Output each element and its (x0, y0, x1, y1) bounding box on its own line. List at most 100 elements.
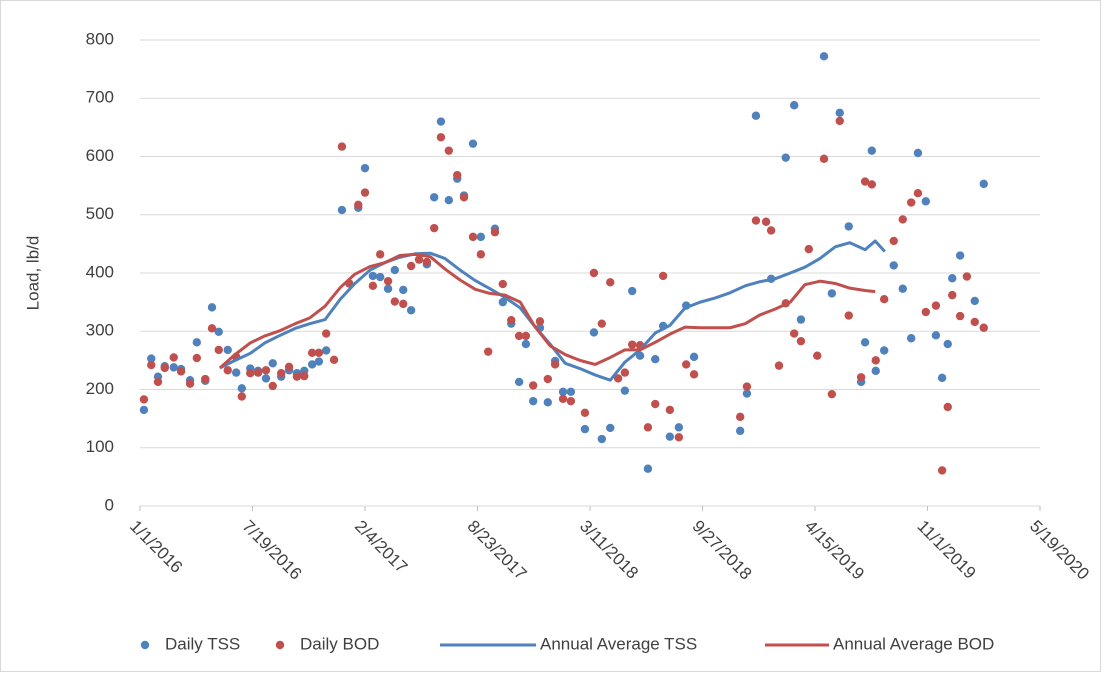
data-point (231, 368, 241, 377)
data-point (931, 301, 941, 310)
data-point (871, 366, 880, 376)
data-point (360, 163, 370, 173)
y-tick-label: 0 (105, 495, 114, 514)
data-point (620, 368, 630, 377)
series-line (219, 239, 886, 382)
data-point (468, 232, 478, 242)
data-point (796, 336, 806, 346)
legend-label: Daily BOD (300, 634, 379, 653)
data-point (979, 179, 988, 189)
data-point (906, 198, 916, 207)
data-point (223, 345, 232, 355)
data-point (237, 384, 247, 393)
data-point (261, 374, 271, 383)
data-point (169, 363, 178, 372)
data-point (774, 361, 784, 370)
data-point (948, 290, 957, 300)
data-point (796, 315, 806, 324)
data-point (761, 217, 771, 226)
data-point (337, 205, 347, 215)
data-point (955, 251, 965, 260)
data-point (658, 271, 668, 281)
data-point (207, 324, 217, 333)
data-point (889, 261, 898, 270)
data-point (665, 432, 675, 441)
data-point (321, 346, 331, 355)
data-point (597, 319, 607, 328)
data-point (827, 389, 837, 399)
data-point (879, 346, 889, 355)
data-point (422, 257, 432, 267)
data-point (665, 405, 675, 415)
series-line (218, 252, 876, 370)
data-point (169, 353, 178, 362)
data-point (354, 200, 363, 210)
data-point (406, 306, 416, 315)
data-point (543, 374, 553, 384)
data-point (844, 222, 853, 231)
data-point (329, 355, 339, 364)
data-point (360, 188, 370, 197)
data-point (921, 307, 931, 317)
data-point (368, 281, 378, 291)
legend-label: Annual Average BOD (833, 634, 994, 653)
data-point (507, 315, 516, 325)
data-point (643, 423, 653, 432)
data-point (580, 424, 590, 434)
legend-swatch (140, 640, 150, 650)
data-point (766, 226, 776, 235)
data-point (476, 250, 486, 259)
data-point (819, 52, 829, 61)
data-point (237, 392, 247, 401)
legend-swatch (275, 640, 285, 650)
y-tick-label: 600 (86, 146, 114, 165)
data-point (742, 382, 752, 391)
data-point (860, 177, 870, 186)
data-point (192, 353, 202, 363)
data-point (185, 379, 195, 388)
data-point (970, 317, 979, 327)
data-point (514, 331, 524, 341)
data-point (436, 133, 446, 142)
data-point (476, 232, 486, 242)
data-point (674, 433, 684, 442)
data-point (307, 348, 317, 358)
data-point (860, 338, 870, 347)
data-point (153, 377, 163, 387)
data-point (375, 250, 385, 259)
data-point (483, 347, 493, 356)
data-point (459, 193, 469, 202)
data-point (867, 146, 877, 155)
y-tick-label: 500 (86, 204, 114, 223)
data-point (160, 363, 169, 373)
data-point (979, 323, 988, 332)
data-point (414, 255, 424, 264)
data-point (913, 188, 923, 198)
data-point (314, 357, 324, 366)
data-point (139, 405, 149, 415)
data-point (627, 340, 637, 349)
data-point (627, 286, 637, 296)
data-point (651, 355, 660, 364)
data-point (819, 154, 829, 164)
data-point (789, 329, 799, 338)
data-point (948, 274, 957, 283)
data-point (613, 374, 623, 383)
data-point (751, 216, 761, 225)
legend-label: Daily TSS (165, 634, 240, 653)
data-point (207, 303, 217, 312)
data-point (955, 311, 965, 321)
data-point (214, 345, 223, 355)
y-tick-label: 700 (86, 88, 114, 107)
data-point (689, 370, 699, 379)
data-point (514, 377, 524, 387)
data-point (781, 153, 790, 162)
data-point (314, 348, 324, 358)
data-point (558, 387, 568, 397)
data-point (913, 148, 923, 158)
data-point (139, 395, 149, 404)
data-point (406, 261, 416, 271)
data-point (444, 195, 454, 205)
data-point (375, 272, 385, 282)
